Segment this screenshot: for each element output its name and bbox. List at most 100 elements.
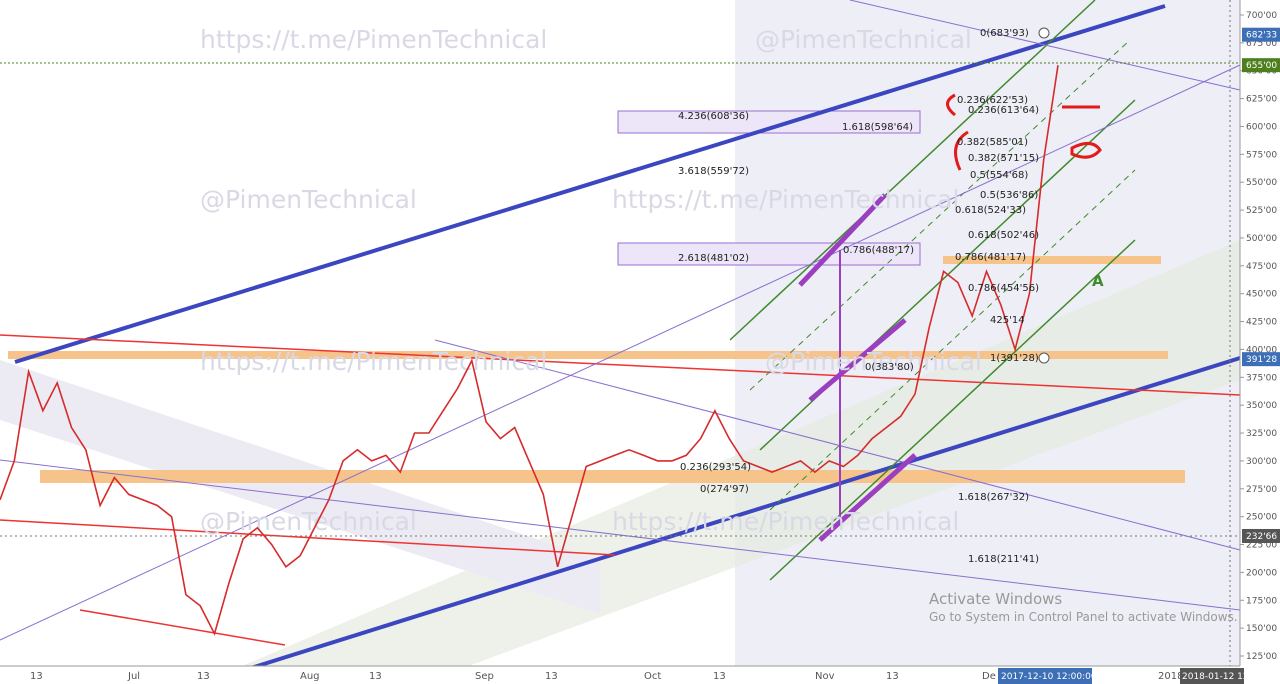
fib-label: 3.618(559'72)	[678, 166, 749, 177]
trend-line	[0, 64, 1241, 641]
fib-label: 0.786(488'17)	[843, 245, 914, 256]
y-tick-label: 575'00	[1246, 150, 1277, 160]
price-line	[0, 65, 1059, 636]
time-label: Sep	[475, 671, 494, 682]
time-axis	[0, 666, 1280, 684]
fib-label: 0(683'93)	[980, 28, 1029, 39]
time-label: 13	[369, 671, 382, 682]
y-tick-label: 375'00	[1246, 373, 1277, 383]
watermark: @PimenTechnical	[200, 185, 417, 214]
trend-line	[79, 609, 286, 646]
handle	[1038, 352, 1050, 364]
watermark: @PimenTechnical	[765, 347, 982, 376]
y-tick-label: 175'00	[1246, 596, 1277, 606]
watermark: https://t.me/PimenTechnical	[612, 507, 959, 536]
trend-line	[818, 453, 917, 542]
time-highlight	[1180, 668, 1244, 684]
time-highlight	[998, 668, 1092, 684]
fib-label: 0.618(524'33)	[955, 205, 1026, 216]
plot	[0, 65, 1059, 636]
fib-label: 0.618(502'46)	[968, 230, 1039, 241]
price-marker	[1242, 528, 1280, 543]
time-labels: 13 Jul 13 Aug 13 Sep 13 Oct 13 Nov 13 De…	[30, 668, 1249, 684]
fib-label: 1.618(598'64)	[842, 122, 913, 133]
time-label: Jul	[127, 671, 140, 682]
zone	[943, 256, 1161, 264]
zone	[8, 351, 1168, 359]
y-tick-label: 300'00	[1246, 457, 1277, 467]
price-marker-label: 682'33	[1246, 31, 1277, 41]
price-marker-label: 655'00	[1246, 61, 1277, 71]
y-tick-label: 200'00	[1246, 568, 1277, 578]
y-tick-label: 225'00	[1246, 541, 1277, 551]
watermark: @PimenTechnical	[200, 507, 417, 536]
fib-label: 0.5(554'68)	[970, 170, 1028, 181]
y-tick-label: 250'00	[1246, 513, 1277, 523]
price-marker-label: 391'28	[1246, 355, 1277, 365]
time-label: Nov	[815, 671, 835, 682]
watermark: @PimenTechnical	[755, 25, 972, 54]
fib-label: 0.786(481'17)	[955, 252, 1026, 263]
fib-label: 0.382(571'15)	[968, 153, 1039, 164]
time-label: 2018	[1158, 671, 1183, 682]
y-tick-label: 625'00	[1246, 95, 1277, 105]
y-tick-label: 700'00	[1246, 11, 1277, 21]
y-tick-label: 275'00	[1246, 485, 1277, 495]
trend-line	[199, 356, 1241, 684]
trend-line	[769, 239, 1136, 581]
fib-label: 0(274'97)	[700, 484, 749, 495]
y-tick-label: 550'00	[1246, 178, 1277, 188]
price-marker-label: 232'66	[1246, 532, 1277, 542]
box	[617, 110, 921, 134]
price-marker	[1242, 58, 1280, 73]
price-axis-labels: 700'00675'00650'00625'00600'00575'00550'…	[1240, 11, 1280, 662]
annotation: A	[1092, 272, 1104, 290]
y-tick-label: 350'00	[1246, 401, 1277, 411]
fib-labels: 0(683'93) 0.236(622'53) 0.236(613'64) 0.…	[678, 28, 1104, 565]
y-tick-label: 425'00	[1246, 318, 1277, 328]
fib-label: 1.618(267'32)	[958, 492, 1029, 503]
trend-line	[729, 0, 1096, 341]
y-tick-label: 500'00	[1246, 234, 1277, 244]
time-label: 2017-12-10 12:00:00	[1001, 672, 1097, 682]
trend-line	[749, 39, 1131, 391]
fib-label: 0.5(536'86)	[980, 190, 1038, 201]
fib-label: 1(391'28)	[990, 353, 1039, 364]
time-label: 13	[30, 671, 43, 682]
y-tick-label: 600'00	[1246, 122, 1277, 132]
time-label: 13	[545, 671, 558, 682]
trend-line	[434, 339, 1241, 551]
time-label: 13	[886, 671, 899, 682]
fib-label: 425'14	[990, 315, 1025, 326]
y-tick-label: 150'00	[1246, 624, 1277, 634]
fib-label: 1.618(211'41)	[968, 554, 1039, 565]
y-tick-label: 475'00	[1246, 262, 1277, 272]
handle	[1038, 27, 1050, 39]
marker	[946, 93, 1102, 171]
time-label: De	[982, 671, 996, 682]
trend-line	[14, 4, 1166, 364]
fib-label: 2.618(481'02)	[678, 253, 749, 264]
y-tick-label: 125'00	[1246, 652, 1277, 662]
fib-label: 0.236(613'64)	[968, 105, 1039, 116]
time-label: Oct	[644, 671, 661, 682]
fib-label: 0.236(293'54)	[680, 462, 751, 473]
y-tick-label: 400'00	[1246, 345, 1277, 355]
trend-line	[0, 334, 1241, 396]
watermark: https://t.me/PimenTechnical	[612, 185, 959, 214]
trend-line	[849, 0, 1241, 91]
price-marker	[1242, 27, 1280, 42]
watermark: https://t.me/PimenTechnical	[200, 347, 547, 376]
price-marker	[1242, 352, 1280, 367]
time-label: 13	[197, 671, 210, 682]
y-tick-label: 525'00	[1246, 206, 1277, 216]
watermark: https://t.me/PimenTechnical	[200, 25, 547, 54]
fib-label: 0(383'80)	[865, 362, 914, 373]
zone	[40, 470, 1185, 483]
trend-line	[0, 459, 1241, 611]
notice-text: Go to System in Control Panel to activat…	[929, 610, 1238, 624]
trend-line	[808, 318, 907, 402]
time-label: 2018-01-12 12	[1182, 672, 1249, 682]
